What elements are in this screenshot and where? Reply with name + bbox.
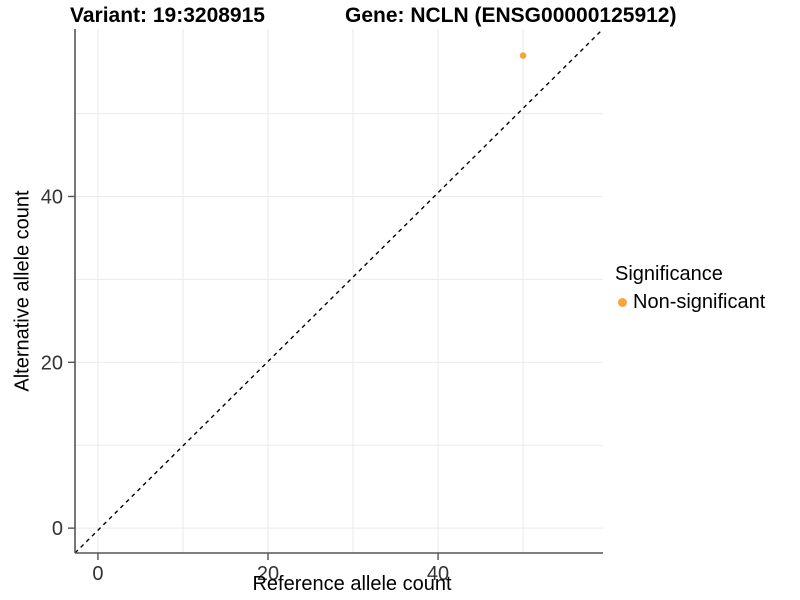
data-point bbox=[519, 52, 527, 59]
x-tick-label: 0 bbox=[92, 563, 103, 585]
plot-title-variant: Variant: 19:3208915 bbox=[70, 4, 265, 27]
legend-title: Significance bbox=[615, 263, 723, 285]
identity-dashed-line bbox=[74, 28, 604, 554]
y-tick-label: 0 bbox=[52, 518, 63, 540]
legend-point-icon bbox=[618, 298, 627, 307]
plot-title-gene: Gene: NCLN (ENSG00000125912) bbox=[345, 4, 677, 27]
legend-entry: Non-significant bbox=[615, 291, 765, 314]
y-axis-title: Alternative allele count bbox=[11, 190, 34, 392]
legend-entry-label: Non-significant bbox=[633, 291, 766, 313]
y-tick-label: 20 bbox=[41, 352, 63, 374]
x-tick-label: 40 bbox=[427, 563, 449, 585]
x-axis-title: Reference allele count bbox=[252, 573, 452, 595]
x-tick-label: 20 bbox=[257, 563, 279, 585]
y-tick-label: 40 bbox=[41, 186, 63, 208]
legend: Significance Non-significant bbox=[615, 263, 765, 314]
